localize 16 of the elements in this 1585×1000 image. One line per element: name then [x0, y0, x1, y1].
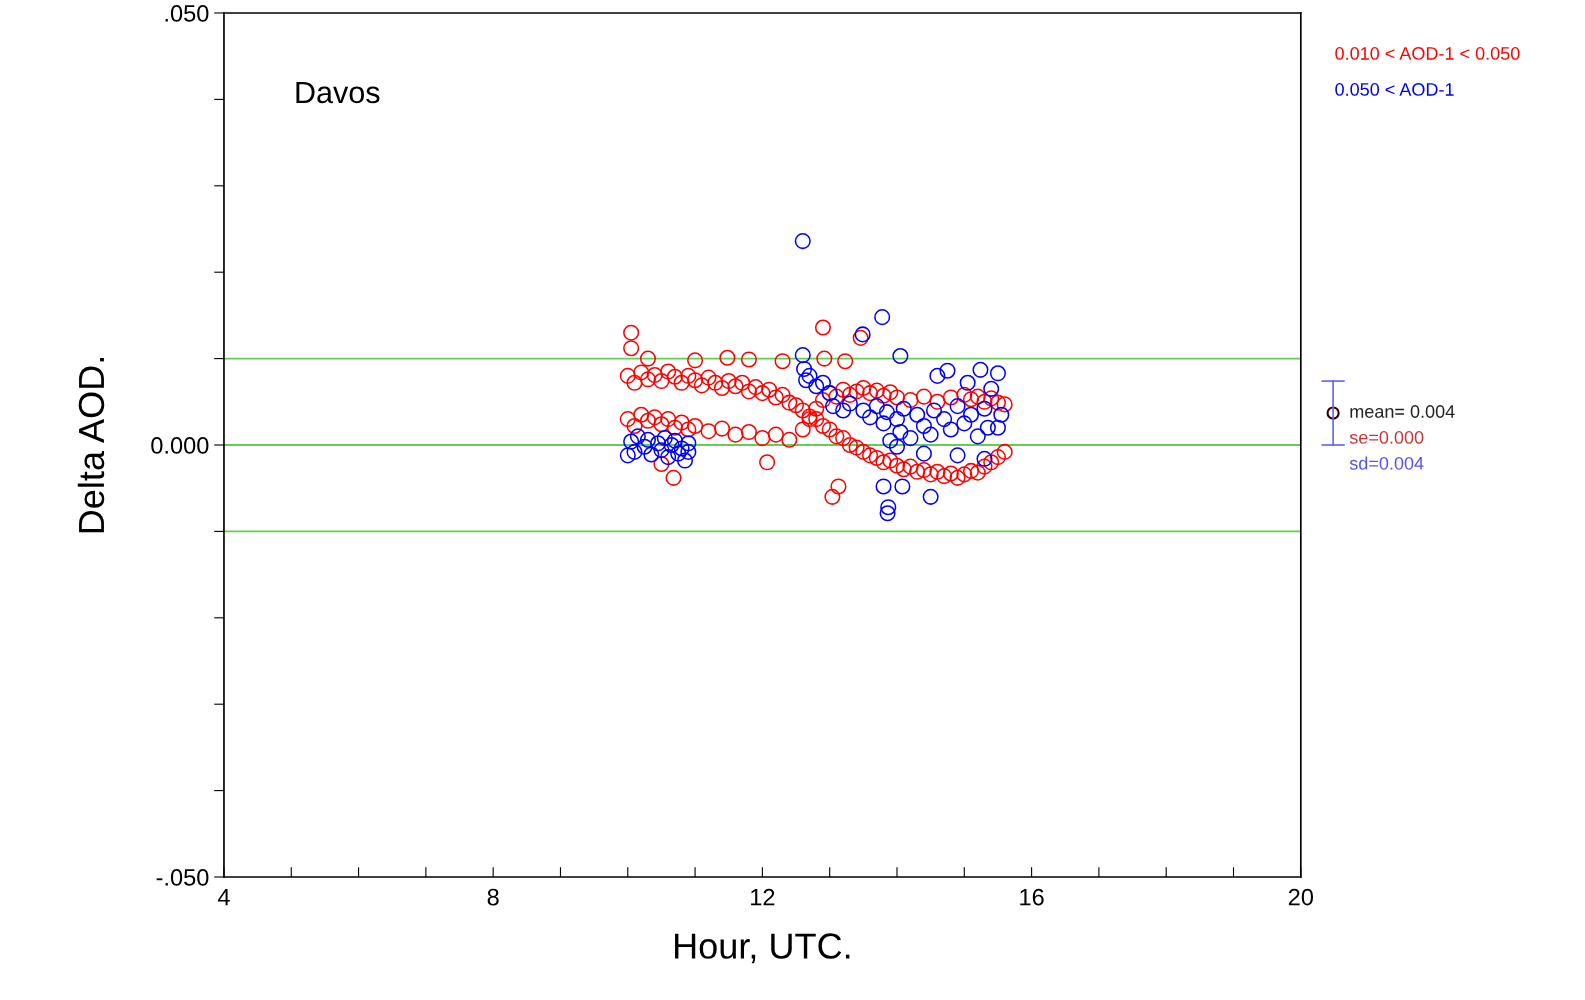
x-tick-label: 20: [1288, 888, 1314, 906]
text: se=0.000: [1349, 431, 1424, 444]
x-tick-label: 4: [217, 888, 230, 906]
y-tick-label: .050: [165, 5, 209, 22]
text: sd=0.004: [1349, 456, 1424, 470]
x-axis-title: Hour, UTC.: [675, 933, 850, 964]
y-axis-title: Delta AOD.: [77, 357, 105, 533]
x-tick-label: 16: [1020, 888, 1044, 906]
text: 0.010 < AOD-1 < 0.050: [1335, 47, 1520, 60]
x-tick-label: 8: [487, 888, 499, 906]
text: Davos: [296, 81, 380, 104]
y-tick-label: -.050: [156, 869, 209, 886]
text: 0.050 < AOD-1: [1335, 83, 1454, 96]
y-tick-label: 0.000: [151, 437, 209, 454]
text: mean= 0.004: [1350, 405, 1455, 418]
x-tick-label: 12: [751, 888, 775, 906]
